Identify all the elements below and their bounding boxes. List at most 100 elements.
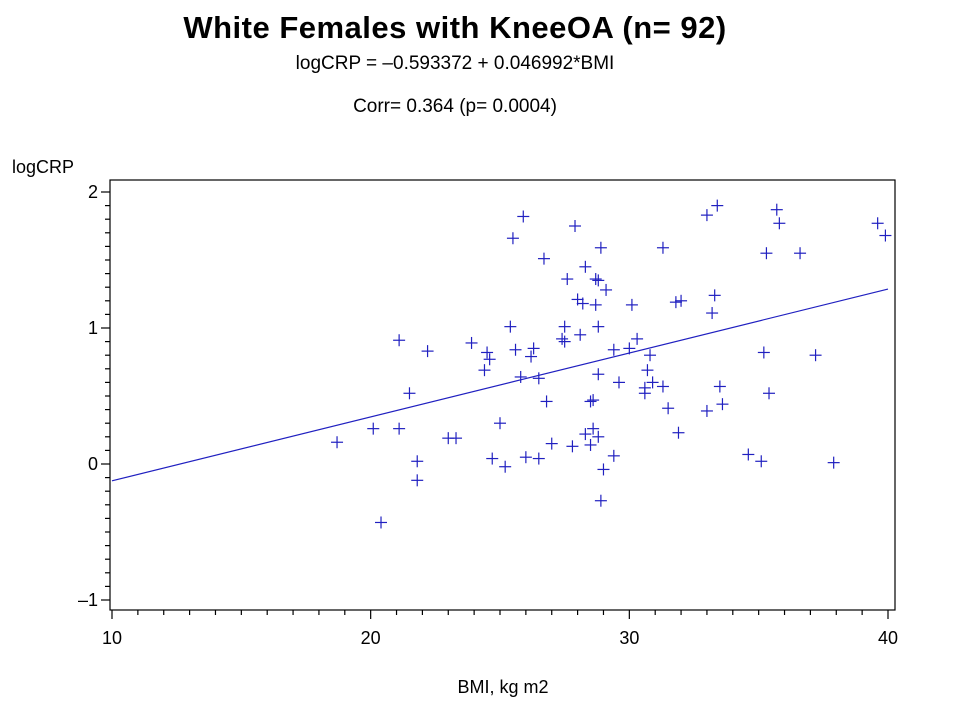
data-point bbox=[579, 428, 592, 441]
data-point bbox=[494, 417, 506, 430]
data-point bbox=[879, 229, 892, 242]
data-point bbox=[411, 474, 424, 487]
data-point bbox=[794, 247, 807, 260]
data-point bbox=[576, 297, 589, 310]
data-point bbox=[770, 203, 783, 216]
data-point bbox=[587, 394, 600, 407]
x-tick-label: 30 bbox=[619, 628, 639, 648]
data-point bbox=[584, 395, 597, 408]
data-point bbox=[486, 452, 499, 465]
data-point bbox=[589, 298, 602, 311]
data-point bbox=[556, 332, 569, 345]
data-point bbox=[713, 380, 726, 393]
data-point bbox=[545, 437, 558, 450]
data-point bbox=[587, 422, 600, 435]
data-point bbox=[646, 376, 659, 389]
data-point bbox=[675, 294, 688, 307]
data-point bbox=[465, 336, 478, 349]
data-point bbox=[504, 320, 517, 333]
data-point bbox=[773, 217, 786, 230]
data-point bbox=[478, 364, 491, 377]
data-point bbox=[450, 432, 463, 445]
regression-equation: logCRP = –0.593372 + 0.046992*BMI bbox=[295, 53, 615, 74]
chart-title: White Females with KneeOA (n= 92) bbox=[183, 10, 727, 45]
x-tick-label: 40 bbox=[878, 628, 898, 648]
data-point bbox=[711, 199, 724, 212]
data-point bbox=[579, 260, 592, 273]
data-point bbox=[331, 436, 344, 449]
data-point bbox=[644, 349, 657, 362]
data-point bbox=[708, 289, 721, 302]
data-point bbox=[393, 334, 406, 347]
data-point bbox=[411, 455, 424, 468]
data-point bbox=[656, 380, 669, 393]
data-point bbox=[742, 448, 755, 461]
data-point bbox=[558, 320, 571, 333]
x-tick-label: 20 bbox=[361, 628, 381, 648]
x-tick-label: 10 bbox=[102, 628, 122, 648]
data-point bbox=[631, 332, 644, 345]
data-point bbox=[561, 273, 574, 286]
data-point bbox=[763, 387, 776, 400]
data-point bbox=[483, 353, 496, 366]
data-point bbox=[597, 463, 610, 476]
data-point bbox=[584, 438, 597, 451]
data-point bbox=[375, 516, 388, 529]
y-tick-label: 1 bbox=[88, 318, 98, 338]
data-point bbox=[757, 346, 770, 359]
plot-frame bbox=[109, 179, 896, 611]
data-point bbox=[592, 368, 605, 381]
data-point bbox=[506, 232, 519, 245]
data-point bbox=[700, 209, 713, 222]
data-point bbox=[716, 398, 729, 411]
data-point bbox=[638, 381, 651, 394]
y-tick-label: 2 bbox=[88, 182, 98, 202]
x-axis-label: BMI, kg m2 bbox=[457, 677, 548, 697]
data-point bbox=[607, 449, 620, 462]
data-point bbox=[662, 402, 675, 415]
correlation-text: Corr= 0.364 (p= 0.0004) bbox=[353, 96, 557, 117]
data-point bbox=[809, 349, 822, 362]
data-point bbox=[393, 422, 406, 435]
data-point bbox=[532, 452, 545, 465]
data-point bbox=[514, 370, 527, 383]
data-point bbox=[537, 252, 550, 265]
y-axis-label: logCRP bbox=[12, 157, 74, 177]
data-point bbox=[403, 387, 416, 400]
data-point bbox=[827, 456, 840, 469]
data-point bbox=[625, 298, 638, 311]
data-point bbox=[569, 220, 582, 232]
data-point bbox=[532, 372, 545, 385]
data-point bbox=[589, 273, 602, 286]
axis-ticks: 10 20 30 40 –1 0 1 2 bbox=[78, 182, 898, 648]
data-point bbox=[592, 274, 605, 287]
data-point bbox=[421, 345, 434, 358]
data-point bbox=[540, 395, 553, 408]
data-point bbox=[566, 440, 579, 453]
data-point bbox=[612, 376, 625, 389]
data-point bbox=[509, 343, 522, 356]
data-point bbox=[669, 296, 682, 309]
data-point bbox=[871, 217, 884, 230]
data-point bbox=[700, 404, 713, 417]
data-point bbox=[517, 210, 530, 223]
data-point bbox=[592, 430, 605, 443]
data-point bbox=[706, 307, 719, 320]
data-point bbox=[367, 422, 380, 435]
data-point bbox=[525, 350, 538, 363]
y-tick-label: –1 bbox=[78, 590, 98, 610]
data-point bbox=[607, 343, 620, 356]
data-point bbox=[656, 241, 669, 254]
data-point bbox=[574, 328, 587, 341]
data-point bbox=[641, 364, 654, 377]
data-point bbox=[592, 320, 605, 333]
data-point bbox=[760, 247, 773, 260]
data-point bbox=[672, 426, 685, 439]
data-point bbox=[499, 460, 512, 473]
y-tick-label: 0 bbox=[88, 454, 98, 474]
data-point bbox=[558, 335, 571, 348]
data-point bbox=[600, 283, 613, 296]
data-point bbox=[527, 342, 540, 355]
data-points bbox=[331, 199, 892, 529]
